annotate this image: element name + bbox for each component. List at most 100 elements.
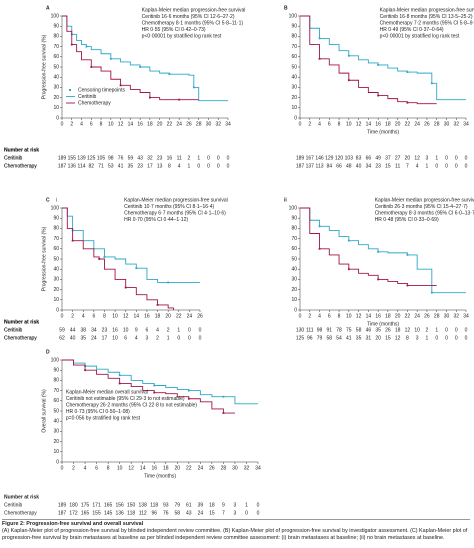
y-tick-label: 80 (291, 34, 297, 40)
x-tick-label: 20 (395, 313, 401, 319)
x-tick-label: 26 (197, 313, 203, 319)
risk-count: 1 (426, 163, 429, 169)
x-tick-label: 0 (299, 313, 302, 319)
x-tick-label: 10 (346, 121, 352, 127)
risk-count: 8 (406, 335, 409, 341)
x-tick-label: 16 (151, 465, 157, 471)
x-tick-label: 22 (405, 313, 411, 319)
annotation: Chemotherapy 26·2 months (95% CI 22·8 to… (66, 402, 198, 408)
risk-count: 0 (445, 327, 448, 333)
risk-count: 118 (127, 510, 135, 516)
y-tick-label: 70 (53, 44, 59, 50)
censor-marker (118, 382, 121, 385)
risk-count: 35 (128, 163, 134, 169)
y-tick-label: 100 (51, 13, 60, 19)
y-tick-label: 20 (53, 439, 59, 445)
risk-count: 0 (199, 327, 202, 333)
x-tick-label: 22 (405, 121, 411, 127)
x-tick-label: 22 (186, 465, 192, 471)
y-tick-label: 40 (53, 419, 59, 425)
y-tick-label: 90 (291, 24, 297, 30)
risk-count: 0 (465, 155, 468, 161)
annotation: HR 0·55 (95% CI 0·42–0·73) (142, 27, 206, 33)
censor-marker (167, 281, 170, 284)
risk-count: 35 (80, 335, 86, 341)
x-tick-label: 32 (453, 313, 459, 319)
risk-title: Number at risk (4, 494, 39, 500)
censor-marker (118, 374, 121, 377)
risk-count: 48 (346, 163, 352, 169)
risk-count: 17 (102, 335, 108, 341)
risk-count: 150 (127, 502, 136, 508)
x-tick-label: 0 (61, 313, 64, 319)
risk-count: 13 (157, 163, 163, 169)
x-tick-label: 32 (244, 465, 250, 471)
risk-row-name: Ceritinib (4, 155, 23, 161)
y-tick-label: 60 (53, 54, 59, 60)
risk-count: 23 (102, 327, 108, 333)
censor-marker (84, 369, 86, 372)
censor-marker (222, 412, 225, 414)
x-tick-label: 8 (107, 465, 110, 471)
x-tick-label: 0 (299, 121, 302, 127)
censor-marker (347, 268, 350, 271)
censor-marker (119, 84, 122, 87)
risk-count: 1 (197, 155, 200, 161)
censor-marker (70, 43, 73, 46)
risk-count: 79 (175, 502, 181, 508)
risk-count: 98 (108, 155, 114, 161)
risk-count: 1 (426, 335, 429, 341)
x-tick-label: 16 (375, 313, 381, 319)
y-tick-label: 30 (53, 429, 59, 435)
survival-curve (62, 15, 228, 102)
x-tick-label: 26 (209, 465, 215, 471)
x-tick-label: 6 (328, 121, 331, 127)
x-tick-label: 18 (147, 121, 153, 127)
annotation: Chemotherapy 8·1 months (95% CI 5·8–11·1… (142, 20, 244, 26)
y-axis-label: Overall survival (%) (41, 389, 47, 433)
x-tick-label: 34 (255, 465, 261, 471)
x-tick-label: 34 (225, 121, 231, 127)
risk-row-name: Ceritinib (4, 327, 23, 333)
risk-count: 112 (139, 510, 147, 516)
x-tick-label: 4 (82, 313, 85, 319)
risk-count: 103 (345, 155, 354, 161)
y-tick-label: 80 (53, 34, 59, 40)
risk-count: 62 (59, 335, 65, 341)
x-tick-label: 8 (103, 313, 106, 319)
x-tick-label: 14 (140, 465, 146, 471)
x-tick-label: 20 (165, 313, 171, 319)
risk-count: 0 (188, 327, 191, 333)
x-tick-label: 20 (395, 121, 401, 127)
annotation: p<0·00001 by stratified log rank test (380, 33, 460, 39)
risk-row-name: Ceritinib (4, 155, 23, 161)
risk-count: 187 (296, 163, 305, 169)
x-tick-label: 18 (163, 465, 169, 471)
risk-count: 9 (222, 502, 225, 508)
risk-count: 66 (366, 155, 372, 161)
risk-count: 58 (327, 335, 333, 341)
risk-count: 11 (395, 163, 400, 169)
y-tick-label: 20 (291, 287, 297, 293)
risk-count: 0 (207, 163, 210, 169)
x-tick-label: 2 (308, 313, 311, 319)
censor-marker (103, 256, 106, 258)
x-tick-label: 8 (338, 121, 341, 127)
risk-count: 167 (306, 155, 315, 161)
annotation: HR 0·48 (95% CI 0·33–0·69) (375, 217, 439, 223)
legend-label: Ceritinib (78, 94, 97, 100)
risk-count: 84 (327, 163, 333, 169)
risk-count: 59 (59, 327, 65, 333)
censor-marker (109, 57, 112, 60)
y-tick-label: 30 (291, 277, 297, 283)
risk-count: 0 (217, 163, 220, 169)
y-tick-label: 50 (291, 64, 297, 70)
censor-marker (406, 284, 409, 287)
y-tick-label: 10 (291, 105, 297, 111)
risk-count: 12 (395, 335, 401, 341)
y-tick-label: 0 (56, 307, 59, 313)
y-tick-label: 10 (53, 449, 59, 455)
risk-count: 113 (316, 163, 324, 169)
risk-count: 16 (112, 327, 118, 333)
risk-count: 83 (356, 155, 362, 161)
